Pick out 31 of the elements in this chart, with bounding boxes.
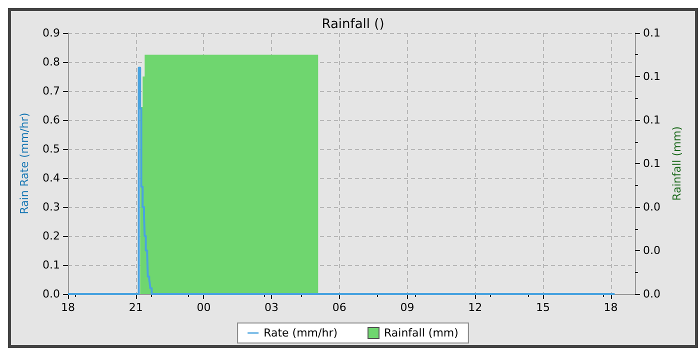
x-tick-label: 03 bbox=[264, 301, 279, 314]
y2-tick-label: 0.0 bbox=[643, 244, 660, 257]
x-tick-label: 06 bbox=[332, 301, 346, 314]
y2-tick-label: 0.1 bbox=[643, 70, 660, 83]
y2-tick-label: 0.1 bbox=[643, 114, 660, 126]
x-tick-label: 21 bbox=[128, 301, 143, 314]
y2-tick-label: 0.0 bbox=[643, 288, 660, 300]
x-tick-label: 12 bbox=[468, 301, 482, 314]
x-tick-label: 18 bbox=[61, 301, 75, 314]
y-tick-label: 0.4 bbox=[42, 172, 60, 184]
x-tick-label: 15 bbox=[536, 301, 550, 314]
legend-label: Rate (mm/hr) bbox=[264, 326, 338, 340]
legend-label: Rainfall (mm) bbox=[384, 326, 458, 340]
y-tick-label: 0.2 bbox=[42, 230, 60, 242]
y-tick-label: 0.3 bbox=[42, 200, 60, 214]
y-axis-title: Rain Rate (mm/hr) bbox=[18, 112, 31, 214]
y-tick-label: 0.1 bbox=[42, 258, 60, 272]
x-tick-label: 18 bbox=[604, 301, 618, 314]
y2-tick-label: 0.1 bbox=[643, 157, 660, 170]
y-tick-label: 0.6 bbox=[42, 114, 60, 126]
y-tick-label: 0.5 bbox=[42, 142, 60, 156]
y-tick-label: 0.9 bbox=[42, 26, 60, 40]
y-tick-label: 0.0 bbox=[42, 288, 60, 300]
y2-axis-title: Rainfall (mm) bbox=[670, 126, 684, 201]
chart-title: Rainfall () bbox=[322, 17, 384, 32]
x-tick-label: 00 bbox=[196, 301, 211, 314]
y-tick-label: 0.7 bbox=[42, 84, 60, 98]
y-tick-label: 0.8 bbox=[42, 56, 60, 68]
y2-tick-label: 0.0 bbox=[643, 200, 660, 214]
x-tick-label: 09 bbox=[400, 301, 414, 314]
y2-tick-label: 0.1 bbox=[643, 26, 660, 40]
